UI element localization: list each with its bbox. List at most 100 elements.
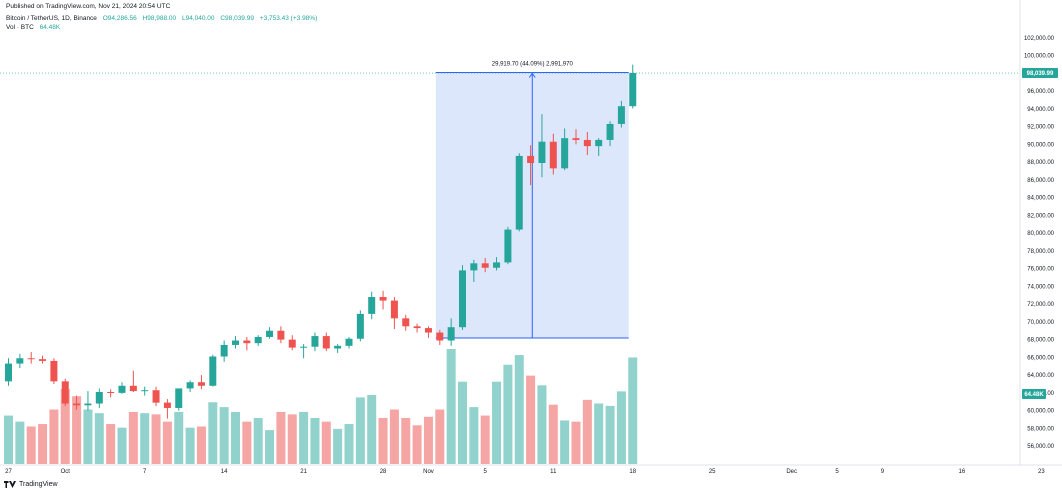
measure-label: 29,919.70 (44.09%) 2,991,970: [492, 61, 574, 67]
time-tick-label: 23: [1038, 469, 1045, 475]
volume-bar: [151, 414, 161, 464]
volume-bar: [140, 413, 150, 464]
volume-bar: [458, 381, 467, 464]
volume-value: 64.48K: [39, 24, 61, 31]
candle-body: [617, 106, 625, 124]
price-tick-label: 90,000.00: [1027, 142, 1054, 148]
last-price-text: 98,039.99: [1027, 71, 1054, 77]
price-tick-label: 88,000.00: [1027, 160, 1054, 166]
volume-bar: [310, 418, 320, 464]
volume-bar: [423, 416, 433, 464]
candle-body: [300, 346, 308, 348]
last-price-tag: [1022, 68, 1058, 79]
volume-bar: [219, 407, 229, 464]
volume-bar: [253, 418, 263, 464]
candle-body: [152, 390, 160, 403]
volume-bar: [4, 415, 13, 464]
volume-bar: [196, 426, 206, 464]
price-tick-label: 80,000.00: [1027, 231, 1054, 237]
volume-bar: [367, 395, 377, 464]
symbol-name[interactable]: Bitcoin / TetherUS, 1D, Binance: [6, 15, 97, 22]
candle-body: [232, 340, 239, 345]
candle-body: [254, 336, 262, 344]
time-tick-label: Dec: [786, 469, 797, 475]
symbol-legend: Bitcoin / TetherUS, 1D, Binance O94,286.…: [6, 15, 321, 22]
ohlc-change: +3,753.43 (+3.98%): [259, 15, 318, 22]
time-tick-label: 21: [300, 469, 307, 475]
time-tick-label: 14: [221, 469, 228, 475]
volume-bar: [548, 404, 558, 464]
volume-bar: [480, 415, 490, 464]
candle-body: [424, 328, 432, 333]
volume-bar: [174, 411, 184, 464]
candle-body: [322, 336, 330, 349]
time-tick-label: Nov: [423, 469, 434, 475]
candle-body: [163, 402, 171, 408]
volume-label[interactable]: Vol · BTC: [6, 24, 34, 31]
volume-bar: [616, 391, 626, 464]
candle-body: [288, 339, 296, 348]
candle-body: [277, 330, 285, 340]
price-tick-label: 72,000.00: [1027, 302, 1054, 308]
price-tick-label: 96,000.00: [1027, 89, 1054, 95]
volume-bar: [15, 421, 25, 464]
volume-bar: [60, 388, 70, 464]
candle-body: [572, 138, 580, 140]
candle-body: [186, 382, 194, 389]
candle-body: [402, 318, 410, 327]
price-tick-label: 60,000.00: [1027, 409, 1054, 415]
price-tick-label: 74,000.00: [1027, 284, 1054, 290]
candle-body: [39, 359, 47, 361]
volume-axis-tag: [1022, 389, 1046, 399]
volume-bar: [185, 427, 195, 464]
candle-body: [549, 141, 557, 169]
candle-body: [209, 356, 217, 386]
candle-body: [527, 155, 535, 164]
candle-body: [16, 358, 24, 364]
price-tick-label: 64,000.00: [1027, 373, 1054, 379]
time-tick-label: 9: [881, 469, 885, 475]
time-tick-label: 5: [484, 469, 488, 475]
price-tick-label: 92,000.00: [1027, 125, 1054, 131]
candle-body: [595, 139, 603, 147]
price-tick-label: 58,000.00: [1027, 426, 1054, 432]
candle-body: [107, 391, 115, 393]
candle-body: [141, 390, 149, 392]
price-tick-label: 76,000.00: [1027, 267, 1054, 273]
ohlc-low: L94,040.00: [181, 15, 215, 22]
candle-body: [368, 297, 376, 314]
time-tick-label: Oct: [61, 469, 71, 475]
measure-arrow-head: [528, 72, 536, 78]
volume-bar: [231, 411, 240, 464]
candle-body: [95, 391, 103, 404]
candle-body: [61, 381, 69, 404]
volume-bar: [401, 418, 411, 464]
candle-body: [459, 270, 466, 328]
volume-bar: [72, 396, 82, 464]
candle-body: [220, 344, 228, 357]
price-tick-label: 70,000.00: [1027, 320, 1054, 326]
candle-body: [606, 123, 614, 140]
candle-body: [266, 330, 274, 337]
candle-body: [413, 326, 421, 329]
volume-bar: [162, 421, 172, 464]
volume-bar: [412, 425, 422, 464]
volume-bar: [242, 421, 252, 464]
volume-bar: [514, 355, 524, 464]
time-tick-label: 18: [629, 469, 636, 475]
candle-body: [538, 141, 546, 164]
candle-body: [243, 340, 251, 344]
volume-bar: [333, 428, 343, 464]
candle-body: [334, 345, 342, 349]
candle-body: [515, 155, 523, 230]
price-tick-label: 56,000.00: [1027, 444, 1054, 450]
price-tick-label: 102,000.00: [1024, 36, 1055, 42]
price-tick-label: 82,000.00: [1027, 213, 1054, 219]
candle-body: [73, 403, 81, 406]
time-tick-label: 7: [143, 469, 147, 475]
candle-body: [84, 403, 92, 406]
candle-body: [504, 229, 512, 263]
candle-body: [345, 338, 353, 346]
volume-bar: [537, 385, 547, 464]
